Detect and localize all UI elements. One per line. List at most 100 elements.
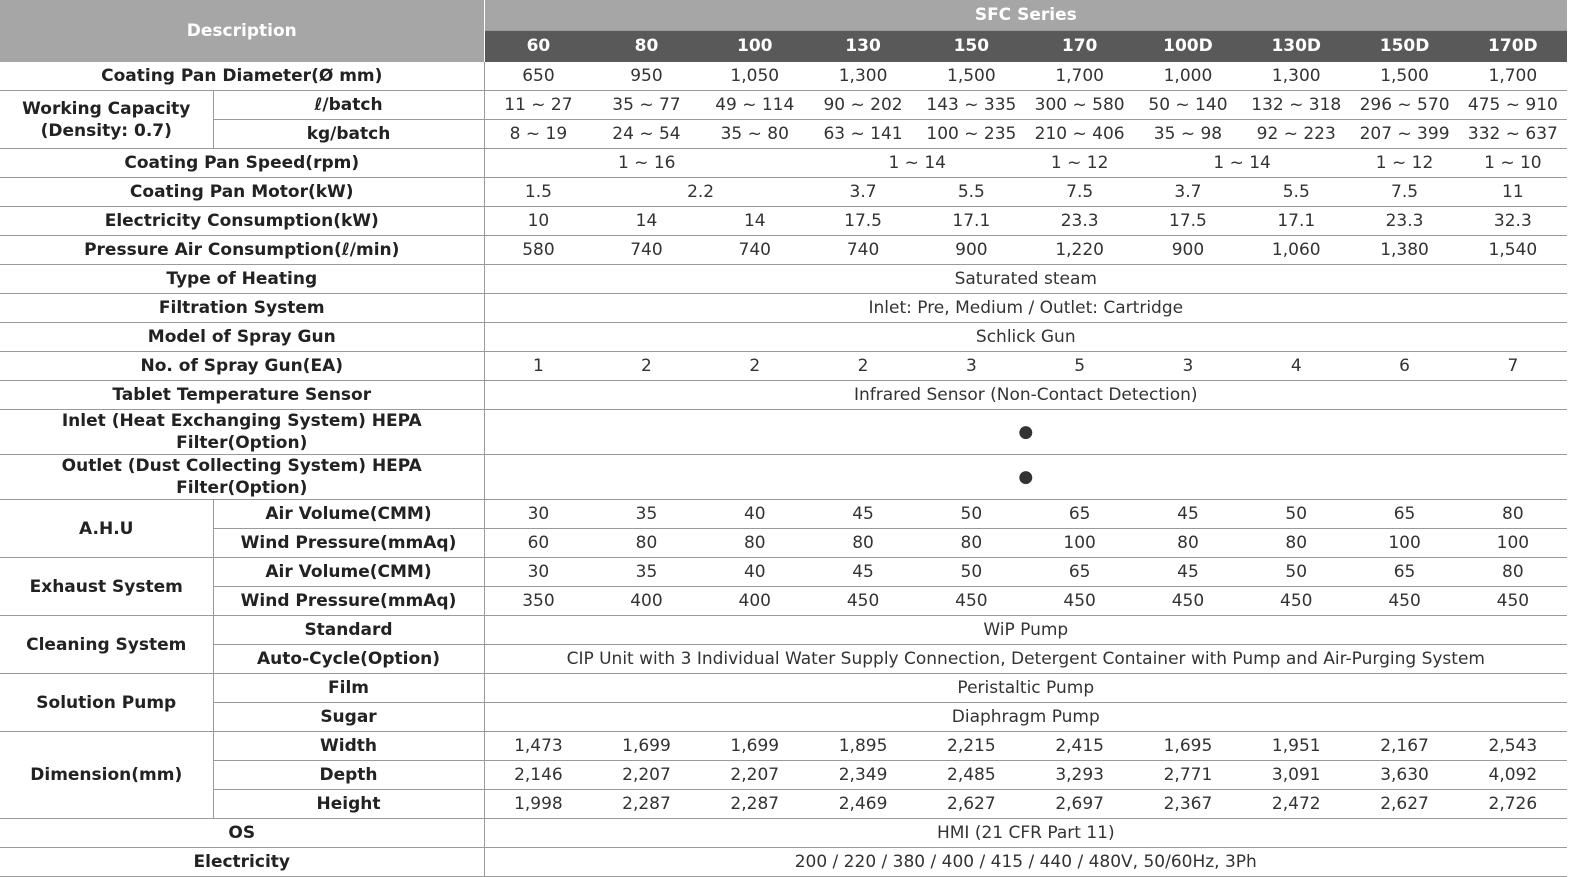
table-row: Electricity Consumption(kW) 10 14 14 17.5 17.… (0, 206, 1568, 236)
value-cell: 132 ~ 318 (1242, 90, 1351, 120)
table-row: No. of Spray Gun(EA) 1 2 2 2 3 5 3 4 6 7 (0, 351, 1568, 381)
value-cell: 60 (484, 528, 593, 558)
value-cell: 1 (484, 351, 593, 381)
value-cell: 2,415 (1025, 731, 1134, 761)
table-body: Coating Pan Diameter(Ø mm) 650 950 1,050 1,3… (0, 62, 1568, 877)
row-label: Dimension(mm) (0, 731, 214, 819)
value-cell: 35 (592, 557, 701, 587)
table-row: Wind Pressure(mmAq) 350 400 400 450 450 450 450… (0, 586, 1568, 616)
value-cell: 50 (917, 557, 1026, 587)
value-cell: 1.5 (484, 177, 593, 207)
value-cell: 80 (1458, 557, 1568, 587)
table-row: Pressure Air Consumption(ℓ/min) 580 740 740… (0, 235, 1568, 265)
table-row: Coating Pan Speed(rpm) 1 ~ 16 1 ~ 14 1 ~ 12… (0, 148, 1568, 178)
header-row: Description SFC Series (0, 0, 1568, 62)
row-label: Cleaning System (0, 615, 214, 674)
value-cell: 1,699 (592, 731, 701, 761)
value-cell: 45 (1133, 557, 1243, 587)
value-cell: 1,300 (808, 62, 918, 91)
value-cell: 50 (1242, 557, 1351, 587)
row-label: Outlet (Dust Collecting System) HEPA Fil… (0, 454, 485, 500)
table-row: Depth 2,146 2,207 2,207 2,349 2,485 3,293 2,771… (0, 760, 1568, 790)
value-cell: 1 ~ 14 (808, 148, 1026, 178)
value-cell: 2,469 (808, 789, 918, 819)
value-cell: 1,300 (1242, 62, 1351, 91)
value-cell: 900 (917, 235, 1026, 265)
value-cell: 35 ~ 80 (700, 119, 809, 149)
value-cell: 580 (484, 235, 593, 265)
table-row: Exhaust System Air Volume(CMM) 30 35 40 45 50 6… (0, 557, 1568, 616)
value-cell: 332 ~ 637 (1458, 119, 1568, 149)
table-row: Sugar Diaphragm Pump (0, 702, 1568, 732)
model-header: 80 (592, 30, 701, 62)
row-label: Filtration System (0, 293, 485, 323)
description-header: Description (0, 0, 485, 62)
value-cell: 23.3 (1350, 206, 1459, 236)
value-cell: 2,287 (700, 789, 809, 819)
row-label: Inlet (Heat Exchanging System) HEPA Filt… (0, 409, 485, 455)
sub-label: Wind Pressure(mmAq) (213, 586, 485, 616)
model-header: 170 (1025, 30, 1134, 62)
series-header: SFC Series (484, 0, 1568, 31)
value-cell: 450 (1242, 586, 1351, 616)
table-header: Description SFC Series 60 80 100 130 150 170 1… (0, 0, 1568, 62)
value-cell: 17.1 (1242, 206, 1351, 236)
value-cell: 2 (592, 351, 701, 381)
sub-label: ℓ/batch (213, 90, 485, 120)
value-cell: 1,000 (1133, 62, 1243, 91)
row-label: Model of Spray Gun (0, 322, 485, 352)
value-cell: 3.7 (1133, 177, 1243, 207)
value-cell: 8 ~ 19 (484, 119, 593, 149)
value-cell: 2,215 (917, 731, 1026, 761)
value-cell: WiP Pump (484, 615, 1568, 645)
value-cell: 1,700 (1025, 62, 1134, 91)
value-cell: 7 (1458, 351, 1568, 381)
value-cell: 1,951 (1242, 731, 1351, 761)
value-cell: 30 (484, 557, 593, 587)
value-cell: 24 ~ 54 (592, 119, 701, 149)
value-cell: 14 (592, 206, 701, 236)
table-row: Auto-Cycle(Option) CIP Unit with 3 Indivi… (0, 644, 1568, 674)
value-cell: 1,473 (484, 731, 593, 761)
row-label: Tablet Temperature Sensor (0, 380, 485, 410)
table-row: OS HMI (21 CFR Part 11) (0, 818, 1568, 848)
value-cell: 900 (1133, 235, 1243, 265)
value-cell: 1,500 (1350, 62, 1459, 91)
value-cell: Schlick Gun (484, 322, 1568, 352)
value-cell: 100 (1025, 528, 1134, 558)
value-cell: 2,349 (808, 760, 918, 790)
table-row: Filtration System Inlet: Pre, Medium / Ou… (0, 293, 1568, 323)
value-cell: 740 (700, 235, 809, 265)
row-label: Type of Heating (0, 264, 485, 294)
row-label: OS (0, 818, 485, 848)
value-cell: 35 ~ 98 (1133, 119, 1243, 149)
value-cell: 65 (1025, 499, 1134, 529)
table-row: Inlet (Heat Exchanging System) HEPA Filt… (0, 409, 1568, 455)
value-cell: 4,092 (1458, 760, 1568, 790)
model-header: 100 (700, 30, 809, 62)
value-cell: 1,500 (917, 62, 1026, 91)
model-header: 130D (1242, 30, 1351, 62)
value-cell: 1 ~ 16 (484, 148, 809, 178)
value-cell: 1,998 (484, 789, 593, 819)
value-cell: 32.3 (1458, 206, 1568, 236)
sub-label: Auto-Cycle(Option) (213, 644, 485, 674)
row-label: Coating Pan Diameter(Ø mm) (0, 62, 485, 91)
value-cell: 650 (484, 62, 593, 91)
value-cell: 40 (700, 557, 809, 587)
value-cell: 1,540 (1458, 235, 1568, 265)
value-cell: 3 (1133, 351, 1243, 381)
value-cell: 6 (1350, 351, 1459, 381)
row-label: Coating Pan Speed(rpm) (0, 148, 485, 178)
sub-label: Air Volume(CMM) (213, 557, 485, 587)
sub-label: kg/batch (213, 119, 485, 149)
value-cell: 80 (1458, 499, 1568, 529)
model-header: 150 (917, 30, 1026, 62)
value-cell: 1,050 (700, 62, 809, 91)
value-cell: 5.5 (1242, 177, 1351, 207)
row-label: Working Capacity (Density: 0.7) (0, 90, 214, 149)
value-cell: 65 (1350, 499, 1459, 529)
value-cell: 80 (1242, 528, 1351, 558)
value-cell: ● (484, 454, 1568, 500)
